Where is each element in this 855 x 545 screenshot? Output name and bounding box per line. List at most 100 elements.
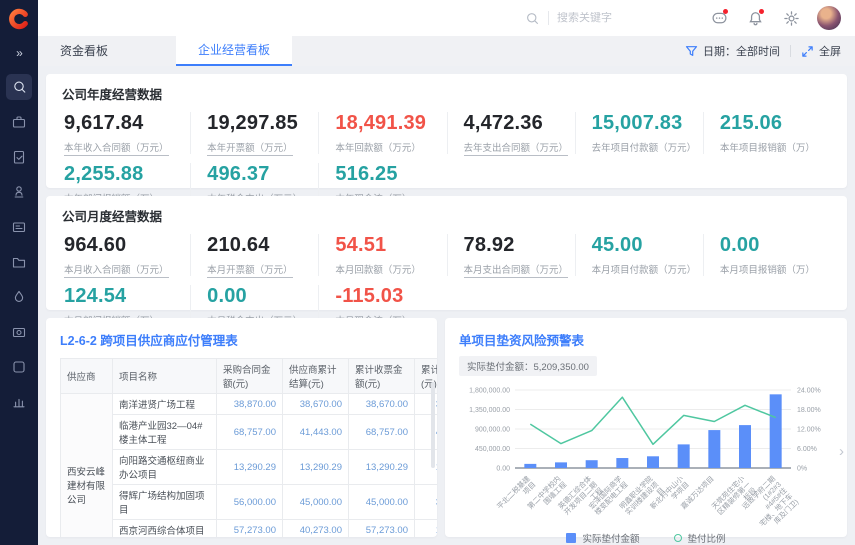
bottom-row: L2-6-2 跨项目供应商应付管理表 供应商 项目名称 采购合同金额(元) 供应商累计… bbox=[46, 318, 847, 545]
sidebar-item-id-card-icon[interactable] bbox=[6, 214, 32, 240]
table-row: 西安云峰建材有限公司 南洋进贤广场工程 38,870.00 38,670.00 38,6… bbox=[60, 393, 437, 537]
bar[interactable] bbox=[769, 394, 782, 468]
legend-item-bar[interactable]: 实际垫付金额 bbox=[566, 531, 640, 545]
id-card-icon bbox=[12, 222, 26, 233]
sidebar-expand-icon[interactable]: » bbox=[16, 46, 23, 60]
kpi-label: 本年开票额（万元） bbox=[207, 143, 293, 156]
svg-text:1,800,000.00: 1,800,000.00 bbox=[469, 388, 510, 395]
sidebar-item-box-icon[interactable] bbox=[6, 354, 32, 380]
bar[interactable] bbox=[616, 458, 629, 468]
bar[interactable] bbox=[585, 460, 598, 468]
bar[interactable] bbox=[555, 462, 567, 468]
bar-line-chart: 0.00 0% 450,000.00 6.00% 900,000.00 12.00% 1,3… bbox=[469, 388, 821, 529]
sidebar-item-briefcase-icon[interactable] bbox=[6, 109, 32, 135]
messages-icon[interactable] bbox=[709, 8, 729, 28]
svg-text:1,350,000.00: 1,350,000.00 bbox=[469, 407, 510, 414]
svg-text:0%: 0% bbox=[797, 466, 807, 473]
svg-text:12.00%: 12.00% bbox=[797, 427, 821, 434]
sidebar-item-report-icon[interactable] bbox=[6, 389, 32, 415]
svg-text:900,000.00: 900,000.00 bbox=[475, 427, 510, 434]
sidebar-item-stamp-icon[interactable] bbox=[6, 179, 32, 205]
fullscreen-label: 全屏 bbox=[819, 46, 841, 58]
card-title: 公司月度经营数据 bbox=[62, 210, 163, 224]
kpi-value: 2,255.88 bbox=[64, 163, 144, 185]
table-cell-project: 南洋进贤广场工程 bbox=[112, 393, 217, 415]
svg-text:24.00%: 24.00% bbox=[797, 388, 821, 395]
sidebar-item-folder-icon[interactable] bbox=[6, 249, 32, 275]
table-cell-amount: 13,290.29 bbox=[216, 449, 283, 485]
bell-icon[interactable] bbox=[745, 8, 765, 28]
bar[interactable] bbox=[677, 444, 690, 468]
bar[interactable] bbox=[524, 463, 537, 468]
kpi-row: 964.60 本月收入合同额（万元） 210.64 本月开票额（万元） 54.51 本月回… bbox=[62, 234, 831, 278]
tab-fund-dashboard[interactable]: 资金看板 bbox=[60, 44, 109, 58]
chart-next-page-icon[interactable]: › bbox=[839, 442, 844, 460]
table-scrollbar[interactable] bbox=[431, 382, 435, 468]
kpi-value: 964.60 bbox=[64, 234, 127, 256]
svg-text:6.00%: 6.00% bbox=[797, 446, 817, 453]
table-cell-amount: 14,071.00 bbox=[414, 519, 437, 537]
supplier-payable-table: 供应商项目名称采购合同金额(元)供应商累计结算(元)累计收票金额(元)累计付款金… bbox=[60, 358, 437, 537]
kpi: 210.64 本月开票额（万元） bbox=[190, 234, 318, 278]
tab-enterprise-dashboard[interactable]: 企业经营看板 bbox=[176, 36, 293, 66]
kpi-value: 0.00 bbox=[719, 234, 760, 256]
table-cell-amount: 13,290.29 bbox=[348, 449, 415, 485]
sidebar-item-ink-drop-icon[interactable] bbox=[6, 284, 32, 310]
bar[interactable] bbox=[708, 430, 721, 468]
kpi-label: 本月回款额（万元） bbox=[335, 265, 421, 276]
kpi-value: 0.00 bbox=[207, 285, 247, 307]
kpi-label: 本月支出合同额（万元） bbox=[463, 265, 569, 278]
table-cell-amount: 57,273.00 bbox=[216, 519, 283, 537]
supplier-payable-card: L2-6-2 跨项目供应商应付管理表 供应商 项目名称 采购合同金额(元) 供应商累计… bbox=[46, 318, 437, 537]
table-header-cell: 项目名称 bbox=[112, 358, 217, 394]
table-cell-project: 西京河西综合体项目 bbox=[112, 519, 217, 537]
table-row: 向阳路交通枢纽商业办公项目 13,290.29 13,290.29 13,290.29… bbox=[61, 449, 437, 485]
kpi-label: 本年项目报销额（万） bbox=[719, 143, 815, 154]
table-header-cell: 累计收票金额(元) bbox=[348, 358, 415, 394]
table-cell-amount: 33,000.00 bbox=[414, 484, 437, 520]
kpi: 15,007.83 去年项目付款额（万元） bbox=[574, 112, 703, 154]
date-filter-label: 日期：全部时间 bbox=[703, 46, 780, 58]
global-search[interactable] bbox=[525, 11, 667, 26]
table-cell-amount: 57,273.00 bbox=[348, 519, 415, 537]
kpi: 18,491.39 本年回款额（万元） bbox=[318, 112, 446, 154]
kpi-label: 本月项目付款额（万元） bbox=[591, 265, 697, 276]
kpi-value: 45.00 bbox=[591, 234, 643, 256]
kpi-value: 210.64 bbox=[207, 234, 270, 256]
app-logo bbox=[0, 0, 38, 38]
table-header-cell: 供应商 bbox=[60, 358, 113, 394]
kpi-value: 15,007.83 bbox=[591, 112, 683, 134]
table-cell-amount: 68,757.00 bbox=[348, 414, 415, 450]
report-icon bbox=[13, 398, 25, 408]
tab-bar: 资金看板 企业经营看板 日期：全部时间 全屏 bbox=[38, 36, 855, 66]
toolbar-divider bbox=[790, 45, 791, 57]
search-icon bbox=[14, 81, 26, 93]
kpi: 215.06 本年项目报销额（万） bbox=[702, 112, 831, 154]
kpi-value: 124.54 bbox=[64, 285, 127, 307]
table-title: L2-6-2 跨项目供应商应付管理表 bbox=[60, 334, 238, 348]
svg-text:450,000.00: 450,000.00 bbox=[475, 446, 510, 453]
date-filter[interactable]: 日期：全部时间 bbox=[685, 43, 780, 59]
sidebar-item-search-icon[interactable] bbox=[6, 74, 32, 100]
sidebar-item-camera-icon[interactable] bbox=[6, 319, 32, 345]
sidebar-item-clipboard-check-icon[interactable] bbox=[6, 144, 32, 170]
bar[interactable] bbox=[647, 456, 659, 468]
gear-icon[interactable] bbox=[781, 8, 801, 28]
table-cell-amount: 38,670.00 bbox=[348, 393, 415, 415]
annual-data-card: 公司年度经营数据 9,617.84 本年收入合同额（万元） 19,297.85 本年开… bbox=[46, 74, 847, 207]
line-series bbox=[529, 396, 776, 446]
kpi: 9,617.84 本年收入合同额（万元） bbox=[62, 112, 190, 156]
sidebar: » bbox=[0, 0, 38, 545]
bar[interactable] bbox=[739, 425, 751, 468]
main-column: 资金看板 企业经营看板 日期：全部时间 全屏 bbox=[38, 0, 855, 545]
actual-advance-badge: 实际垫付金额：5,209,350.00 bbox=[459, 356, 597, 376]
fullscreen-button[interactable]: 全屏 bbox=[801, 43, 841, 59]
expand-icon bbox=[802, 45, 813, 57]
kpi-label: 去年项目付款额（万元） bbox=[591, 143, 697, 154]
legend-item-line[interactable]: 垫付比例 bbox=[673, 531, 726, 545]
user-avatar[interactable] bbox=[817, 6, 841, 30]
legend-label: 垫付比例 bbox=[687, 534, 726, 545]
search-input[interactable] bbox=[557, 12, 667, 24]
legend-line-swatch bbox=[673, 534, 682, 542]
